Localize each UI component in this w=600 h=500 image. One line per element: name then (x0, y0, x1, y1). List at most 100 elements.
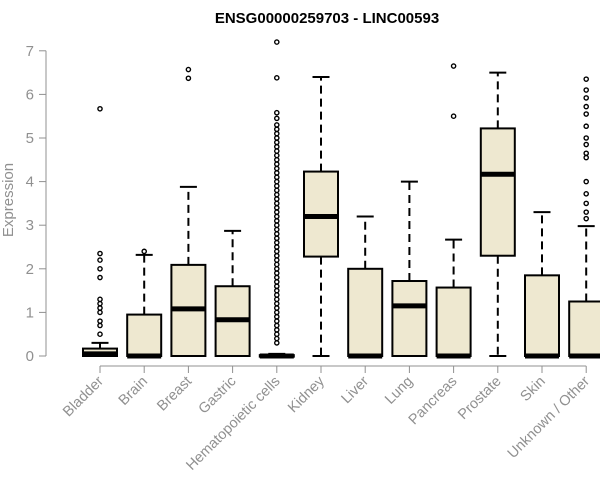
outlier-point (97, 318, 103, 324)
outlier-point (97, 331, 103, 338)
outlier-point (273, 156, 280, 163)
outlier-point (273, 204, 280, 211)
outlier-point (273, 318, 280, 324)
outlier-point (97, 250, 103, 257)
x-tick-label: Liver (338, 373, 372, 407)
outlier-point (273, 213, 280, 220)
outlier-point (583, 123, 590, 130)
outlier-point (185, 66, 192, 73)
outlier-point (583, 215, 590, 222)
box (391, 280, 428, 357)
outlier-point (97, 322, 103, 329)
outlier-point (273, 165, 280, 172)
outlier-point (97, 274, 103, 281)
x-tick-label: Brain (116, 374, 151, 409)
outlier-point (273, 115, 280, 122)
y-tick-label: 1 (26, 304, 34, 321)
y-tick-label: 0 (26, 348, 34, 365)
outlier-point (273, 126, 280, 133)
outlier-point (273, 135, 280, 141)
boxes (82, 39, 600, 359)
outlier-point (583, 200, 590, 207)
outlier-point (273, 209, 280, 215)
outlier-point (273, 109, 280, 116)
outlier-point (273, 191, 280, 198)
outlier-point (273, 252, 280, 259)
outlier-point (97, 300, 103, 307)
x-tick-label: Prostate (455, 374, 504, 423)
box-group (258, 39, 295, 359)
outlier-point (273, 279, 280, 285)
box-group (524, 211, 560, 359)
outlier-point (273, 248, 280, 255)
outlier-point (273, 75, 280, 81)
box-group (126, 248, 163, 359)
outlier-point (273, 130, 280, 137)
outlier-point (273, 274, 280, 281)
outlier-point (583, 103, 590, 110)
outlier-point (583, 76, 590, 82)
box (568, 300, 600, 357)
outlier-point (583, 95, 590, 101)
outlier-point (273, 161, 280, 167)
outlier-point (273, 300, 280, 307)
outlier-point (273, 187, 280, 194)
outlier-point (185, 75, 192, 82)
outlier-point (583, 135, 590, 141)
outlier-point (97, 305, 103, 311)
outlier-point (450, 63, 457, 69)
outlier-point (583, 178, 590, 185)
box-group (479, 71, 516, 357)
outlier-point (273, 174, 280, 181)
y-tick-label: 2 (26, 261, 34, 278)
box-group (82, 105, 118, 358)
outlier-point (97, 257, 103, 263)
box-group (391, 180, 428, 357)
outlier-point (583, 209, 590, 215)
box (479, 127, 516, 257)
outlier-point (273, 309, 280, 316)
box-group (347, 215, 384, 359)
outlier-point (583, 141, 590, 148)
outlier-point (450, 113, 457, 119)
y-tick-label: 6 (26, 86, 34, 103)
outlier-point (273, 139, 280, 146)
x-tick-label: Gastric (196, 374, 240, 418)
chart-title: ENSG00000259703 - LINC00593 (215, 10, 439, 27)
outlier-point (97, 105, 103, 112)
y-tick-label: 4 (26, 174, 34, 191)
outlier-point (273, 148, 280, 154)
outlier-point (273, 270, 280, 276)
outlier-point (583, 154, 590, 161)
y-tick-label: 5 (26, 130, 34, 147)
box (126, 313, 163, 357)
x-tick-label: Breast (154, 374, 195, 415)
outlier-point (273, 261, 280, 268)
y-axis: 0 1 2 3 4 5 6 7 (26, 43, 47, 365)
outlier-point (273, 196, 280, 202)
outlier-point (273, 231, 280, 237)
outlier-point (97, 265, 103, 272)
outlier-point (273, 152, 280, 159)
y-tick-label: 3 (26, 217, 34, 234)
outlier-point (273, 244, 280, 250)
outlier-point (273, 239, 280, 246)
outlier-point (273, 235, 280, 242)
outlier-point (583, 150, 590, 157)
y-tick-label: 7 (26, 43, 34, 60)
outlier-point (273, 305, 280, 311)
outlier-point (273, 226, 280, 233)
outlier-point (273, 296, 280, 303)
outlier-point (273, 287, 280, 294)
x-tick-label: Unknown / Other (505, 373, 593, 461)
outlier-point (273, 331, 280, 338)
outlier-point (273, 327, 280, 333)
x-tick-label: Lung (382, 374, 416, 408)
outlier-point (273, 283, 280, 290)
box (435, 286, 472, 358)
outlier-point (583, 191, 590, 197)
outlier-point (273, 335, 280, 342)
x-tick-label: Bladder (60, 373, 107, 420)
